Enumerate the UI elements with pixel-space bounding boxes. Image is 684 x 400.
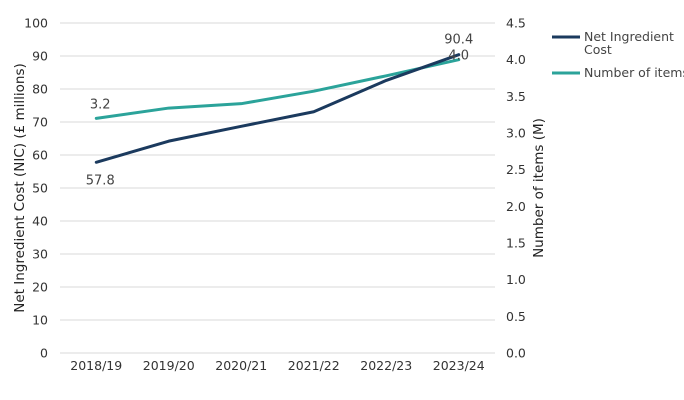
data-label: 57.8: [86, 173, 115, 188]
series-line-number-of-items: [94, 58, 461, 120]
right-axis-title: Number of items (M): [531, 118, 547, 258]
right-tick-label: 3.5: [506, 89, 526, 104]
left-tick-label: 60: [32, 148, 48, 163]
left-tick-label: 0: [40, 346, 48, 361]
series-line-net-ingredient-cost: [94, 53, 461, 164]
gridlines: [60, 22, 495, 354]
left-tick-label: 80: [32, 82, 48, 97]
legend-label: Cost: [584, 42, 612, 57]
right-tick-label: 4.0: [506, 52, 526, 67]
left-tick-label: 40: [32, 214, 48, 229]
left-axis-ticks: 0 10 20 30 40 50 60 70 80 90 100: [24, 16, 48, 361]
left-tick-label: 100: [24, 16, 48, 31]
right-tick-label: 1.0: [506, 272, 526, 287]
legend-label: Net Ingredient: [584, 29, 674, 44]
data-labels: 57.8 90.4 3.2 4.0: [86, 33, 473, 189]
x-tick-label: 2020/21: [215, 358, 267, 373]
x-tick-label: 2018/19: [70, 358, 122, 373]
data-label: 90.4: [444, 33, 473, 48]
right-tick-label: 4.5: [506, 16, 526, 31]
left-tick-label: 30: [32, 247, 48, 262]
data-label: 4.0: [448, 49, 469, 64]
right-tick-label: 0.0: [506, 346, 526, 361]
left-tick-label: 20: [32, 280, 48, 295]
right-tick-label: 2.0: [506, 199, 526, 214]
right-tick-label: 3.0: [506, 126, 526, 141]
left-axis-title: Net Ingredient Cost (NIC) (£ millions): [12, 63, 28, 312]
series-lines: [94, 53, 461, 164]
x-tick-label: 2019/20: [143, 358, 195, 373]
right-tick-label: 0.5: [506, 309, 526, 324]
x-tick-label: 2023/24: [433, 358, 485, 373]
right-axis-ticks: 0.0 0.5 1.0 1.5 2.0 2.5 3.0 3.5 4.0 4.5: [506, 16, 526, 361]
left-tick-label: 70: [32, 115, 48, 130]
left-tick-label: 10: [32, 313, 48, 328]
x-tick-label: 2022/23: [360, 358, 412, 373]
x-tick-label: 2021/22: [288, 358, 340, 373]
right-tick-label: 2.5: [506, 162, 526, 177]
legend-label: Number of items: [584, 65, 684, 80]
left-tick-label: 50: [32, 181, 48, 196]
x-axis-ticks: 2018/19 2019/20 2020/21 2021/22 2022/23 2023/…: [70, 358, 484, 373]
data-label: 3.2: [90, 97, 111, 112]
right-tick-label: 1.5: [506, 236, 526, 251]
left-tick-label: 90: [32, 49, 48, 64]
